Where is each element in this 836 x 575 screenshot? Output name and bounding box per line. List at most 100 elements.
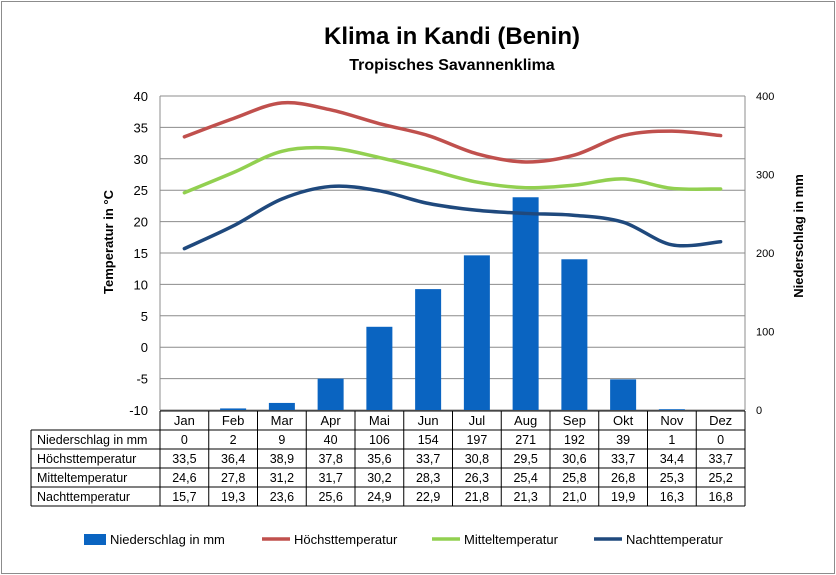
data-label: 26,3 (465, 471, 489, 485)
y-right-tick-label: 400 (756, 91, 774, 103)
data-label: 0 (717, 433, 724, 447)
line-mitteltemperatur (182, 145, 723, 195)
y-right-tick-label: 100 (756, 327, 774, 339)
data-label: 25,2 (708, 471, 732, 485)
x-tick-label: Mai (369, 413, 390, 428)
data-label: 19,3 (221, 490, 245, 504)
data-label: 30,8 (465, 452, 489, 466)
data-label: 36,4 (221, 452, 245, 466)
bar-niederschlag (415, 289, 442, 410)
data-label: 106 (369, 433, 390, 447)
line-hoechsttemperatur (182, 100, 723, 164)
y-left-tick-label: -10 (129, 403, 148, 418)
legend-swatch-niederschlag (84, 534, 106, 545)
bar-niederschlag (268, 402, 295, 410)
data-label: 39 (616, 433, 630, 447)
x-tick-label: Mar (271, 413, 294, 428)
x-tick-label: Okt (613, 413, 634, 428)
y-left-tick-label: 10 (134, 277, 148, 292)
chart-subtitle: Tropisches Savannenklima (349, 57, 555, 74)
data-table: Jan Feb Mar Apr Mai Jun Jul Aug Sep Okt Nov Dez Nied… (30, 410, 746, 507)
data-label: 154 (418, 433, 439, 447)
x-tick-label: Dez (709, 413, 732, 428)
y-right-tick-label: 200 (756, 248, 774, 260)
data-label: 23,6 (270, 490, 294, 504)
data-label: 35,6 (367, 452, 391, 466)
data-label: 37,8 (318, 452, 342, 466)
y-left-tick-label: 35 (134, 120, 148, 135)
x-tick-label: Nov (660, 413, 684, 428)
y-left-tick-label: 30 (134, 152, 148, 167)
bar-niederschlag (463, 255, 490, 410)
y-left-tick-label: 0 (141, 340, 148, 355)
data-label: 30,2 (367, 471, 391, 485)
x-tick-label: Apr (321, 413, 342, 428)
legend-label: Niederschlag in mm (110, 532, 225, 547)
data-label: 28,3 (416, 471, 440, 485)
data-label: 40 (324, 433, 338, 447)
y-axis-right-label: Niederschlag in mm (791, 174, 806, 298)
y-left-tick-label: 5 (141, 309, 148, 324)
data-label: 24,9 (367, 490, 391, 504)
table-row-header: Niederschlag in mm (37, 433, 147, 447)
x-tick-label: Sep (563, 413, 586, 428)
data-label: 25,6 (318, 490, 342, 504)
legend: Niederschlag in mm Höchsttemperatur Mittel… (84, 532, 723, 547)
data-label: 21,8 (465, 490, 489, 504)
bar-niederschlag (366, 326, 393, 410)
y-axis-left-label: Temperatur in °C (101, 189, 116, 294)
data-label: 27,8 (221, 471, 245, 485)
data-label: 31,7 (318, 471, 342, 485)
data-label: 33,7 (416, 452, 440, 466)
legend-label: Nachttemperatur (626, 532, 723, 547)
data-label: 30,6 (562, 452, 586, 466)
x-tick-label: Jul (469, 413, 486, 428)
bar-niederschlag (561, 259, 588, 410)
data-label: 24,6 (172, 471, 196, 485)
y-left-tick-label: 20 (134, 215, 148, 230)
data-label: 16,3 (660, 490, 684, 504)
data-label: 19,9 (611, 490, 635, 504)
y-left-tick-label: 15 (134, 246, 148, 261)
x-tick-label: Aug (514, 413, 537, 428)
data-label: 25,8 (562, 471, 586, 485)
chart-title: Klima in Kandi (Benin) (324, 23, 580, 50)
data-label: 26,8 (611, 471, 635, 485)
data-label: 1 (668, 433, 675, 447)
data-label: 29,5 (513, 452, 537, 466)
data-label: 31,2 (270, 471, 294, 485)
bar-niederschlag (658, 409, 685, 410)
bar-niederschlag (512, 197, 539, 410)
y-left-tick-label: -5 (136, 372, 148, 387)
data-label: 22,9 (416, 490, 440, 504)
data-label: 33,7 (708, 452, 732, 466)
x-tick-label: Jan (174, 413, 195, 428)
y-right-tick-label: 300 (756, 170, 774, 182)
data-label: 25,3 (660, 471, 684, 485)
data-label: 21,3 (513, 490, 537, 504)
data-label: 34,4 (660, 452, 684, 466)
data-label: 33,7 (611, 452, 635, 466)
data-label: 197 (466, 433, 487, 447)
bar-niederschlag (610, 379, 637, 410)
bars (220, 197, 685, 410)
x-tick-label: Feb (222, 413, 244, 428)
table-row-header: Mitteltemperatur (37, 471, 127, 485)
data-label: 9 (278, 433, 285, 447)
table-row-header: Höchsttemperatur (37, 452, 136, 466)
line-nachttemperatur (182, 184, 723, 251)
legend-label: Mitteltemperatur (464, 532, 559, 547)
data-label: 192 (564, 433, 585, 447)
bar-niederschlag (220, 408, 247, 410)
gridlines (160, 95, 745, 411)
data-label: 33,5 (172, 452, 196, 466)
data-label: 38,9 (270, 452, 294, 466)
lines (182, 100, 723, 251)
y-left-tick-label: 25 (134, 183, 148, 198)
data-label: 2 (230, 433, 237, 447)
data-label: 25,4 (513, 471, 537, 485)
axes: 40 35 30 25 20 15 10 5 0 -5 -10 400 300 200 100 0 (129, 89, 774, 418)
bar-niederschlag (317, 378, 344, 410)
data-label: 16,8 (708, 490, 732, 504)
